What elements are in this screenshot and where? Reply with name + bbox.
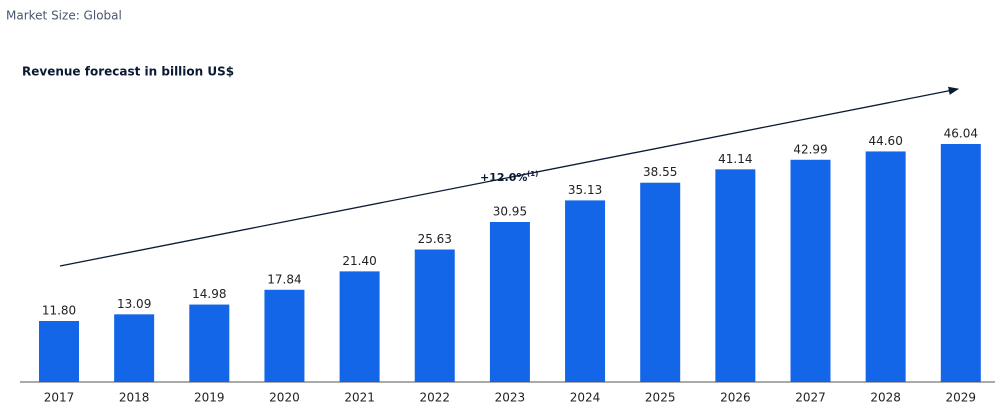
value-label: 35.13 (568, 183, 602, 197)
chart-title: Revenue forecast in billion US$ (22, 65, 234, 79)
value-label: 11.80 (42, 304, 76, 318)
bar (565, 200, 606, 382)
x-tick-label: 2027 (795, 391, 826, 405)
bar (339, 271, 380, 382)
x-tick-label: 2020 (269, 391, 300, 405)
value-label: 13.09 (117, 297, 151, 311)
bar (264, 289, 305, 382)
bar (715, 169, 756, 382)
trend-arrow (59, 86, 960, 267)
value-label: 21.40 (342, 254, 376, 268)
bar (114, 314, 155, 382)
value-label: 44.60 (868, 134, 902, 148)
bar (39, 321, 79, 382)
bar (790, 159, 831, 382)
value-label: 46.04 (944, 127, 978, 141)
value-label: 41.14 (718, 152, 752, 166)
value-label: 17.84 (267, 272, 301, 286)
x-tick-label: 2023 (495, 391, 526, 405)
x-tick-label: 2021 (344, 391, 375, 405)
x-tick-label: 2018 (119, 391, 150, 405)
value-label: 38.55 (643, 165, 677, 179)
x-tick-label: 2022 (419, 391, 450, 405)
x-tick-label: 2025 (645, 391, 676, 405)
bar (940, 144, 981, 382)
chart-subtitle: Market Size: Global (6, 9, 122, 23)
bar (640, 182, 681, 382)
x-tick-label: 2017 (44, 391, 75, 405)
x-tick-label: 2026 (720, 391, 751, 405)
value-label: 30.95 (493, 205, 527, 219)
value-label: 42.99 (793, 142, 827, 156)
cagr-annotation: +12.0% (480, 171, 527, 184)
bar (189, 304, 230, 382)
bar (489, 222, 530, 382)
cagr-footnote: (1) (527, 170, 538, 178)
value-label: 14.98 (192, 287, 226, 301)
x-tick-label: 2024 (570, 391, 601, 405)
bar (865, 151, 906, 382)
x-tick-label: 2029 (946, 391, 977, 405)
bar (414, 249, 455, 382)
x-tick-label: 2028 (870, 391, 901, 405)
value-label: 25.63 (418, 232, 452, 246)
x-tick-label: 2019 (194, 391, 225, 405)
